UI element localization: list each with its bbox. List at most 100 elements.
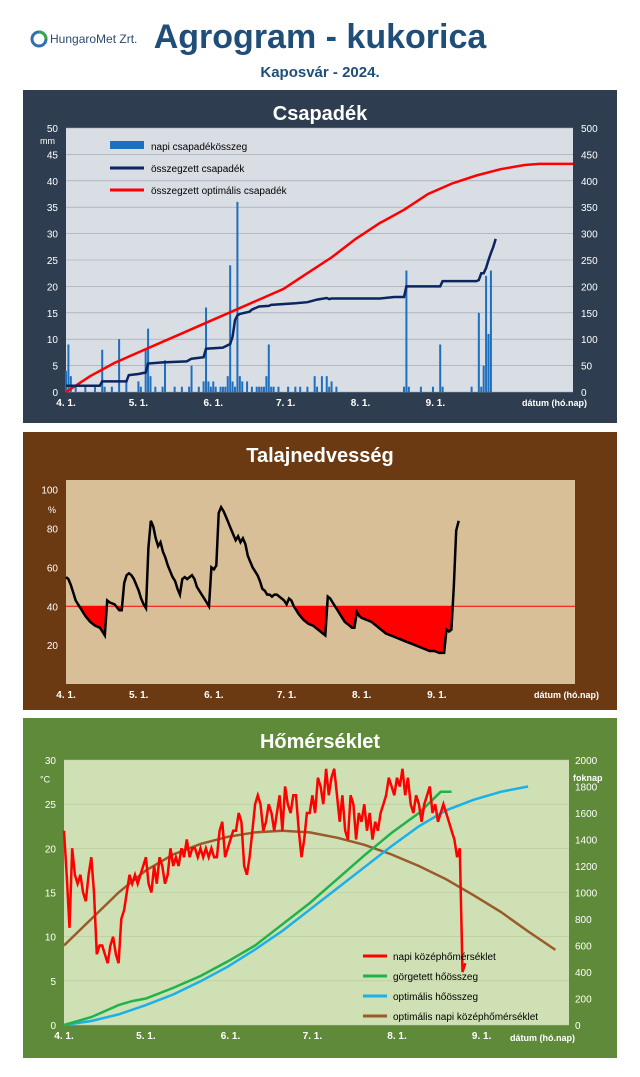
x-tick-label: 4. 1. bbox=[56, 690, 76, 701]
precip-bar bbox=[110, 386, 113, 392]
header: HungaroMet Zrt. Agrogram - kukorica Kapo… bbox=[0, 0, 640, 90]
x-axis-label: dátum (hó.nap) bbox=[522, 398, 587, 408]
precip-bar bbox=[250, 386, 253, 392]
cumulative-line bbox=[66, 238, 497, 387]
y-tick-label: 25 bbox=[47, 256, 59, 267]
precip-bar bbox=[118, 339, 121, 392]
temperature-chart: Hőmérséklet 0 5 10 15 20 25 30 0 200 400 600 800 1000… bbox=[23, 718, 617, 1058]
precip-bar bbox=[197, 386, 200, 392]
y2-tick-label: 600 bbox=[575, 942, 592, 953]
precip-bar bbox=[209, 386, 212, 392]
precip-bar bbox=[407, 386, 410, 392]
y2-tick-label: 200 bbox=[575, 995, 592, 1006]
y-tick-label: 45 bbox=[47, 150, 59, 161]
precip-bar bbox=[137, 381, 140, 392]
precip-bar bbox=[316, 386, 319, 392]
y2-tick-label: 350 bbox=[581, 203, 598, 214]
precip-bar bbox=[103, 386, 106, 392]
precip-bar bbox=[125, 381, 128, 392]
precip-bar bbox=[431, 386, 434, 392]
precip-bar bbox=[485, 275, 488, 392]
chart-title: Hőmérséklet bbox=[260, 731, 380, 753]
precip-bar bbox=[190, 365, 193, 392]
y-tick-label: 5 bbox=[52, 362, 58, 373]
soil-moisture-chart: Talajnedvesség 20 40 60 80 100% 4. 1. 5. 1. 6. 1… bbox=[23, 432, 617, 710]
y2-tick-label: 300 bbox=[581, 230, 598, 241]
precip-bar bbox=[470, 386, 473, 392]
hungaromet-logo-icon bbox=[30, 30, 48, 48]
precip-bar bbox=[439, 344, 442, 392]
y-tick-label: 20 bbox=[47, 282, 59, 293]
y2-tick-label: 50 bbox=[581, 362, 593, 373]
legend-label: optimális hőösszeg bbox=[393, 992, 478, 1003]
precip-bar bbox=[482, 365, 485, 392]
page-subtitle: Kaposvár - 2024. bbox=[260, 64, 380, 81]
legend-label: összegzett optimális csapadék bbox=[151, 186, 288, 197]
legend-label: optimális napi középhőmérséklet bbox=[393, 1012, 538, 1023]
chart-title: Csapadék bbox=[273, 103, 368, 125]
precip-bar bbox=[325, 376, 328, 392]
logo: HungaroMet Zrt. bbox=[30, 30, 137, 48]
x-axis-label: dátum (hó.nap) bbox=[534, 690, 599, 700]
precip-bar bbox=[202, 381, 205, 392]
precip-bar bbox=[480, 386, 483, 392]
y2-tick-label: 1600 bbox=[575, 809, 598, 820]
y2-tick-label: 400 bbox=[581, 177, 598, 188]
y-tick-label: 10 bbox=[45, 933, 57, 944]
precip-bar bbox=[219, 386, 222, 392]
y2-tick-label: 200 bbox=[581, 282, 598, 293]
y-axis-unit: °C bbox=[40, 775, 51, 785]
y-axis-unit: % bbox=[48, 505, 56, 515]
y2-tick-label: 400 bbox=[575, 968, 592, 979]
y-axis-unit: mm bbox=[40, 136, 55, 146]
precip-bar bbox=[147, 328, 150, 392]
x-tick-label: 9. 1. bbox=[427, 690, 447, 701]
y-tick-label: 10 bbox=[47, 335, 59, 346]
y-tick-label: 15 bbox=[47, 309, 59, 320]
y2-tick-label: 0 bbox=[575, 1021, 581, 1032]
precip-bar bbox=[226, 376, 229, 392]
y-tick-label: 20 bbox=[47, 641, 59, 652]
y-tick-label: 35 bbox=[47, 203, 59, 214]
precip-bar bbox=[84, 386, 87, 392]
precip-bar bbox=[234, 386, 236, 392]
precip-bar bbox=[272, 386, 275, 392]
legend-label: napi középhőmérséklet bbox=[393, 952, 496, 963]
legend-label: összegzett csapadék bbox=[151, 164, 245, 175]
precip-bar bbox=[267, 344, 270, 392]
y2-tick-label: 800 bbox=[575, 915, 592, 926]
y-tick-label: 15 bbox=[45, 889, 57, 900]
y-tick-label: 100 bbox=[41, 486, 58, 497]
precip-bar bbox=[214, 386, 217, 392]
precip-bar bbox=[65, 370, 67, 392]
y2-tick-label: 100 bbox=[581, 335, 598, 346]
precip-bar bbox=[258, 386, 261, 392]
legend-label: görgetett hőösszeg bbox=[393, 972, 478, 983]
precip-bar bbox=[154, 386, 157, 392]
precip-bar bbox=[236, 201, 239, 392]
y-tick-label: 0 bbox=[50, 1021, 56, 1032]
precip-bar bbox=[238, 376, 241, 392]
y-tick-label: 30 bbox=[47, 230, 59, 241]
precip-bar bbox=[277, 386, 280, 392]
daily-temp-line bbox=[62, 768, 467, 973]
precip-bar bbox=[74, 386, 77, 392]
precip-bar bbox=[487, 333, 490, 392]
x-axis-label: dátum (hó.nap) bbox=[510, 1033, 575, 1043]
soil-moisture-line bbox=[65, 504, 460, 655]
optimal-cumulative-line bbox=[65, 162, 573, 394]
x-tick-label: 6. 1. bbox=[204, 690, 224, 701]
precip-bar bbox=[270, 386, 273, 392]
y-tick-label: 25 bbox=[45, 800, 57, 811]
x-tick-label: 7. 1. bbox=[277, 690, 297, 701]
y-tick-label: 40 bbox=[47, 177, 59, 188]
y2-tick-label: 0 bbox=[581, 388, 587, 399]
precip-bar bbox=[180, 386, 183, 392]
x-tick-label: 6. 1. bbox=[221, 1031, 241, 1042]
precipitation-chart: Csapadék05101520253035404550050100150200… bbox=[23, 90, 617, 423]
precip-bar bbox=[93, 386, 96, 392]
precip-bar bbox=[173, 386, 176, 392]
y-tick-label: 40 bbox=[47, 602, 59, 613]
precip-bar bbox=[330, 381, 333, 392]
x-tick-label: 4. 1. bbox=[56, 398, 76, 409]
